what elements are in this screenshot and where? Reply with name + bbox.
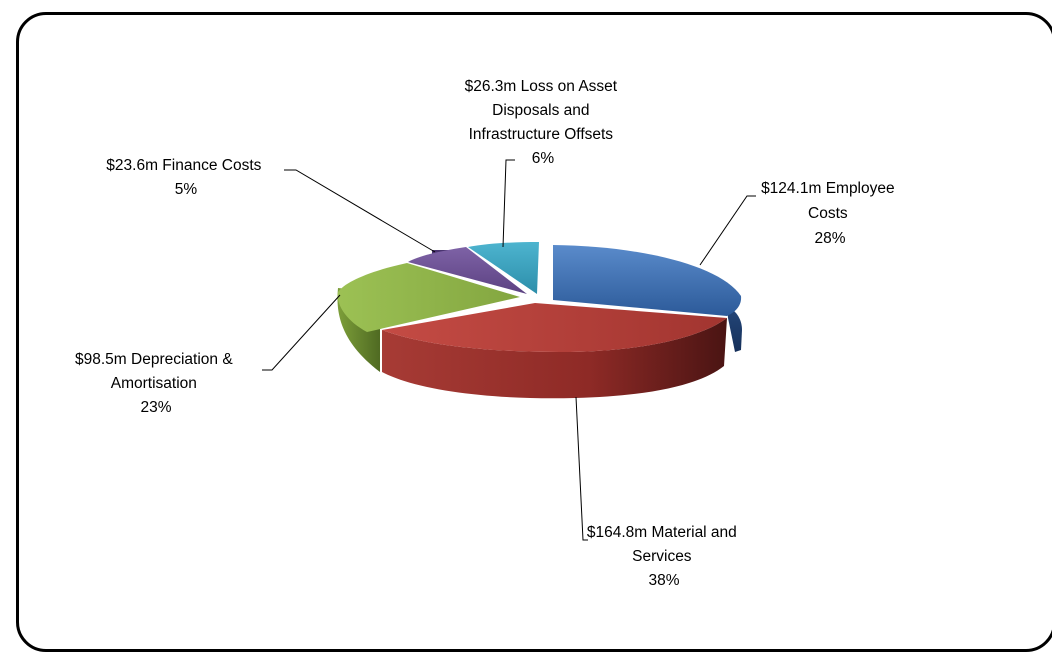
label-loss-on-asset: $26.3m Loss on Asset Disposals and Infra… — [465, 78, 622, 167]
slice-employee-costs — [553, 245, 742, 316]
leader-line-loss-on-asset — [502, 159, 515, 248]
slice-finance-costs — [408, 247, 527, 294]
slice-depreciation — [337, 263, 520, 332]
slice-loss-on-asset-disposals — [468, 242, 539, 294]
slice-material-services — [382, 303, 727, 352]
leader-line-employee-costs — [699, 195, 756, 266]
slice-side-employee-costs — [727, 306, 742, 352]
leader-line-material-services — [575, 396, 588, 541]
leader-line-finance-costs — [284, 169, 436, 253]
pie-chart: $124.1m Employee Costs 28% $164.8m Mater… — [75, 78, 899, 589]
label-depreciation: $98.5m Depreciation & Amortisation 23% — [75, 351, 237, 416]
leader-line-depreciation — [262, 294, 341, 371]
label-finance-costs: $23.6m Finance Costs 5% — [106, 157, 265, 198]
slice-side-material-services — [382, 318, 727, 399]
label-employee-costs: $124.1m Employee Costs 28% — [761, 180, 899, 247]
label-material-services: $164.8m Material and Services 38% — [587, 524, 741, 589]
